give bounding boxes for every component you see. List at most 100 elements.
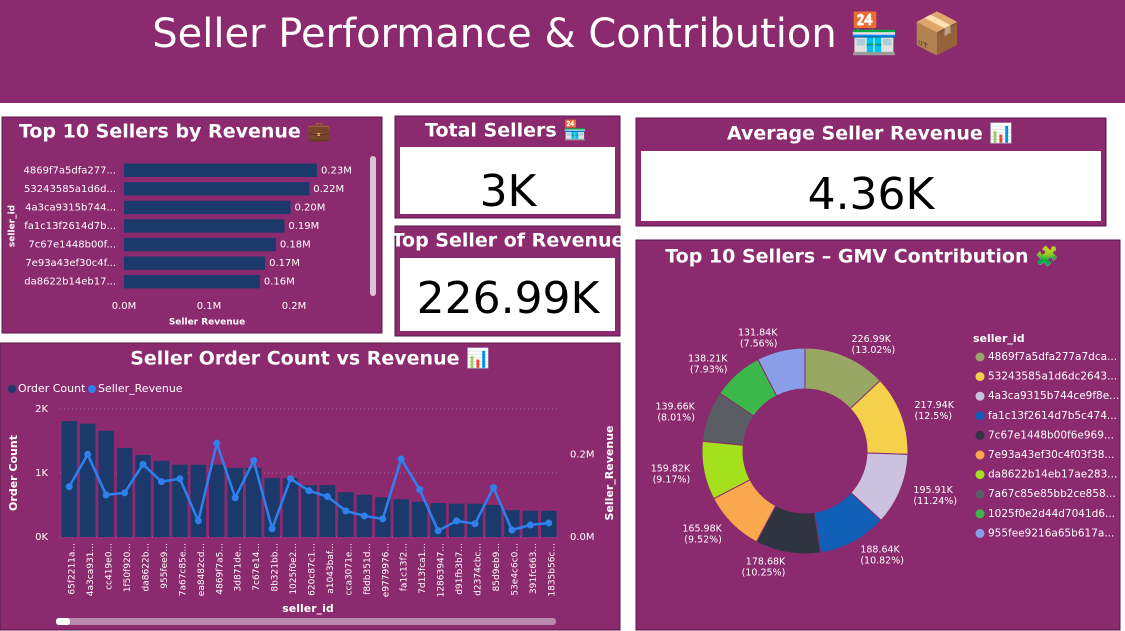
x-tick-label: 0.2M (282, 301, 307, 312)
card-title: Average Seller Revenue 📊 (727, 122, 1013, 145)
y-tick-label: 0K (35, 532, 48, 543)
legend-label: Seller_Revenue (98, 382, 183, 395)
legend-label: Order Count (18, 382, 86, 395)
y-tick-label: 7e93a43ef30c4f... (25, 258, 116, 269)
chart-title: Top 10 Sellers – GMV Contribution 🧩 (665, 245, 1059, 268)
x-tick-label: 7d13fca1... (418, 543, 428, 594)
legend-marker (975, 391, 985, 401)
point (84, 450, 92, 458)
x-tick-label: 7c67e14... (252, 543, 262, 591)
x-tick-label: 0.1M (197, 301, 222, 312)
x-tick-label: 391fc663... (529, 543, 539, 594)
y-tick-label: da8622b14eb17... (24, 277, 116, 288)
data-label: 165.98K (9.52%) (682, 523, 722, 545)
data-label: 0.20M (295, 202, 326, 213)
point (323, 493, 331, 501)
data-label: 0.18M (280, 240, 311, 251)
legend-label: 955fee9216a65b617a... (988, 527, 1114, 539)
bar (504, 510, 520, 537)
bar (301, 485, 317, 537)
card-box (400, 258, 615, 331)
x-tick-label: ea8482cd... (197, 543, 207, 596)
legend-marker (975, 430, 985, 440)
data-label: 0.19M (288, 221, 319, 232)
x-tick-label: 4a3ca931... (86, 543, 96, 596)
data-label: 131.84K (7.56%) (738, 327, 778, 349)
point (508, 526, 516, 534)
point (102, 491, 110, 499)
y-axis-title: seller_id (8, 205, 18, 247)
x-tick-label: 53e4c6c0... (510, 543, 520, 596)
chart-title: Top 10 Sellers by Revenue 💼 (19, 121, 331, 143)
legend-label: 7a67c85e85bb2ce858... (988, 488, 1116, 500)
scrollbar[interactable] (56, 618, 556, 625)
bar (124, 200, 291, 215)
data-label: 138.21K (7.93%) (688, 353, 728, 375)
data-label: 0.23M (321, 165, 352, 176)
point (176, 475, 184, 483)
data-label: 217.94K (12.5%) (914, 400, 954, 422)
data-label: 195.91K (11.24%) (913, 485, 957, 507)
x-tick-label: 1f50f920... (123, 543, 133, 592)
point (379, 515, 387, 523)
card-value: 3K (480, 166, 538, 217)
bar (264, 478, 280, 537)
x-tick-label: 4869f7a5... (215, 543, 225, 595)
x-tick-label: d91fb3b7... (455, 543, 465, 595)
point (471, 520, 479, 528)
bar (124, 275, 260, 289)
data-label: 226.99K (13.02%) (852, 333, 896, 355)
bar (124, 237, 276, 252)
bar (319, 485, 336, 537)
legend-marker (88, 385, 96, 393)
x-tick-label: a1043baf... (326, 543, 336, 594)
point (342, 507, 350, 515)
point (268, 525, 276, 533)
legend-marker (975, 509, 985, 519)
x-tick-label: cc419e0... (105, 543, 115, 590)
y-axis-title: Order Count (7, 435, 20, 511)
point (194, 517, 202, 525)
x-tick-label: 65f2211a... (68, 543, 78, 595)
legend-label: 4a3ca9315b744ce9f8e... (988, 390, 1119, 402)
x-tick-label: f8db351d... (363, 543, 373, 595)
data-label: 0.22M (313, 184, 344, 195)
point (157, 478, 165, 486)
point (397, 455, 405, 463)
bar (135, 455, 151, 537)
chart-title: Seller Order Count vs Revenue 📊 (130, 347, 490, 370)
scrollbar[interactable] (370, 156, 376, 296)
data-label: 188.64K (10.82%) (860, 544, 904, 566)
legend-label: 1025f0e2d44d7041d6... (988, 508, 1115, 520)
x-tick-label: 955fee9... (160, 543, 170, 589)
y-tick-label: 4869f7a5dfa277... (24, 165, 116, 176)
bar (124, 256, 266, 270)
point (453, 517, 461, 525)
point (305, 487, 313, 495)
legend-marker (975, 489, 985, 499)
point (360, 512, 368, 520)
data-label: 0.16M (264, 277, 295, 288)
point (545, 519, 553, 527)
card-box (641, 151, 1101, 221)
point (287, 475, 295, 483)
x-tick-label: 1025f0e2... (289, 543, 299, 595)
y-tick-label: 53243585a1d6d... (24, 184, 116, 195)
y-tick-label: fa1c13f2614d7b... (24, 221, 116, 232)
card-value: 226.99K (417, 273, 601, 324)
bar (98, 430, 114, 537)
bar (411, 501, 428, 537)
card-value: 4.36K (808, 169, 936, 220)
bar (61, 421, 77, 537)
x-tick-label: 8b321bb... (271, 543, 281, 592)
legend-marker (975, 528, 985, 538)
scroll-thumb[interactable] (56, 618, 70, 625)
y-tick-label: 4a3ca9315b744... (25, 202, 116, 213)
point (526, 521, 534, 529)
legend-marker (975, 411, 985, 421)
bar (79, 423, 96, 537)
y-tick-label: 7c67e1448b00f... (28, 240, 116, 251)
bar (153, 460, 170, 537)
legend-title: seller_id (973, 332, 1025, 345)
